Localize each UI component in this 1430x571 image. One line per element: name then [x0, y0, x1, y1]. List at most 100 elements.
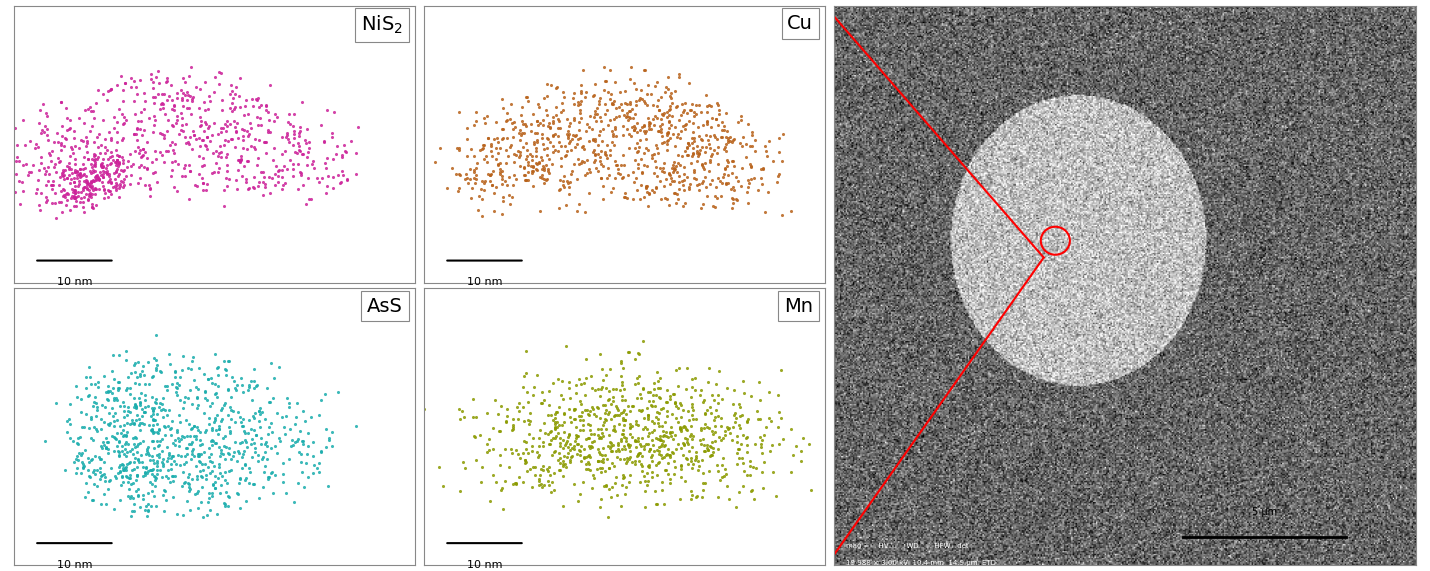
- Point: [152, 394, 174, 403]
- Point: [635, 183, 658, 192]
- Point: [602, 141, 625, 150]
- Point: [644, 111, 666, 120]
- Point: [69, 193, 92, 202]
- Point: [612, 420, 635, 429]
- Point: [561, 93, 583, 102]
- Point: [611, 413, 633, 423]
- Point: [273, 429, 296, 439]
- Point: [611, 380, 633, 389]
- Point: [698, 363, 721, 372]
- Point: [488, 427, 511, 436]
- Point: [229, 417, 252, 427]
- Point: [92, 162, 114, 171]
- Point: [30, 159, 53, 168]
- Point: [255, 100, 277, 110]
- Point: [658, 171, 681, 180]
- Point: [79, 190, 102, 199]
- Point: [548, 465, 571, 475]
- Point: [546, 82, 569, 91]
- Point: [502, 124, 525, 134]
- Point: [123, 500, 146, 509]
- Point: [469, 184, 492, 193]
- Point: [114, 347, 137, 356]
- Point: [227, 489, 250, 498]
- Point: [603, 96, 626, 106]
- Point: [197, 91, 220, 100]
- Point: [82, 496, 104, 505]
- Point: [226, 184, 249, 194]
- Point: [277, 403, 300, 412]
- Point: [552, 461, 575, 471]
- Point: [490, 483, 513, 492]
- Point: [266, 177, 289, 186]
- Point: [578, 167, 601, 176]
- Point: [140, 502, 163, 511]
- Point: [672, 421, 695, 431]
- Point: [206, 363, 229, 372]
- Point: [186, 384, 209, 393]
- Point: [190, 162, 213, 171]
- Text: Cu: Cu: [788, 14, 814, 33]
- Point: [169, 396, 192, 405]
- Point: [661, 389, 684, 399]
- Point: [336, 175, 359, 184]
- Point: [210, 123, 233, 132]
- Point: [585, 116, 608, 126]
- Point: [252, 177, 275, 186]
- Point: [182, 445, 204, 454]
- Point: [629, 407, 652, 416]
- Point: [203, 418, 226, 427]
- Point: [636, 477, 659, 486]
- Point: [681, 152, 704, 161]
- Point: [603, 160, 626, 169]
- Point: [210, 471, 233, 480]
- Point: [116, 459, 139, 468]
- Point: [216, 182, 239, 191]
- Point: [112, 153, 134, 162]
- Point: [655, 385, 678, 395]
- Point: [34, 122, 57, 131]
- Point: [187, 170, 210, 179]
- Point: [124, 475, 147, 484]
- Point: [513, 119, 536, 128]
- Point: [722, 411, 745, 420]
- Point: [123, 358, 146, 367]
- Point: [225, 83, 247, 92]
- Point: [232, 446, 255, 455]
- Point: [732, 133, 755, 142]
- Point: [310, 446, 333, 455]
- Point: [529, 479, 552, 488]
- Point: [636, 411, 659, 420]
- Point: [721, 184, 744, 194]
- Point: [207, 130, 230, 139]
- Point: [76, 147, 99, 156]
- Point: [575, 155, 598, 164]
- Point: [146, 67, 169, 76]
- Point: [247, 407, 270, 416]
- Point: [69, 164, 92, 173]
- Point: [721, 436, 744, 445]
- Point: [462, 394, 485, 403]
- Point: [53, 134, 76, 143]
- Point: [568, 374, 591, 383]
- Point: [112, 118, 134, 127]
- Point: [706, 194, 729, 203]
- Point: [729, 424, 752, 433]
- Point: [655, 432, 678, 441]
- Point: [676, 455, 699, 464]
- Point: [83, 150, 106, 159]
- Point: [51, 184, 74, 193]
- Point: [102, 403, 124, 412]
- Point: [563, 113, 586, 122]
- Point: [722, 135, 745, 144]
- Point: [275, 412, 297, 421]
- Point: [90, 454, 113, 463]
- Point: [282, 129, 305, 138]
- Point: [563, 389, 586, 398]
- Point: [149, 465, 172, 475]
- Point: [699, 123, 722, 132]
- Point: [636, 114, 659, 123]
- Point: [646, 148, 669, 158]
- Point: [715, 482, 738, 491]
- Point: [666, 440, 689, 449]
